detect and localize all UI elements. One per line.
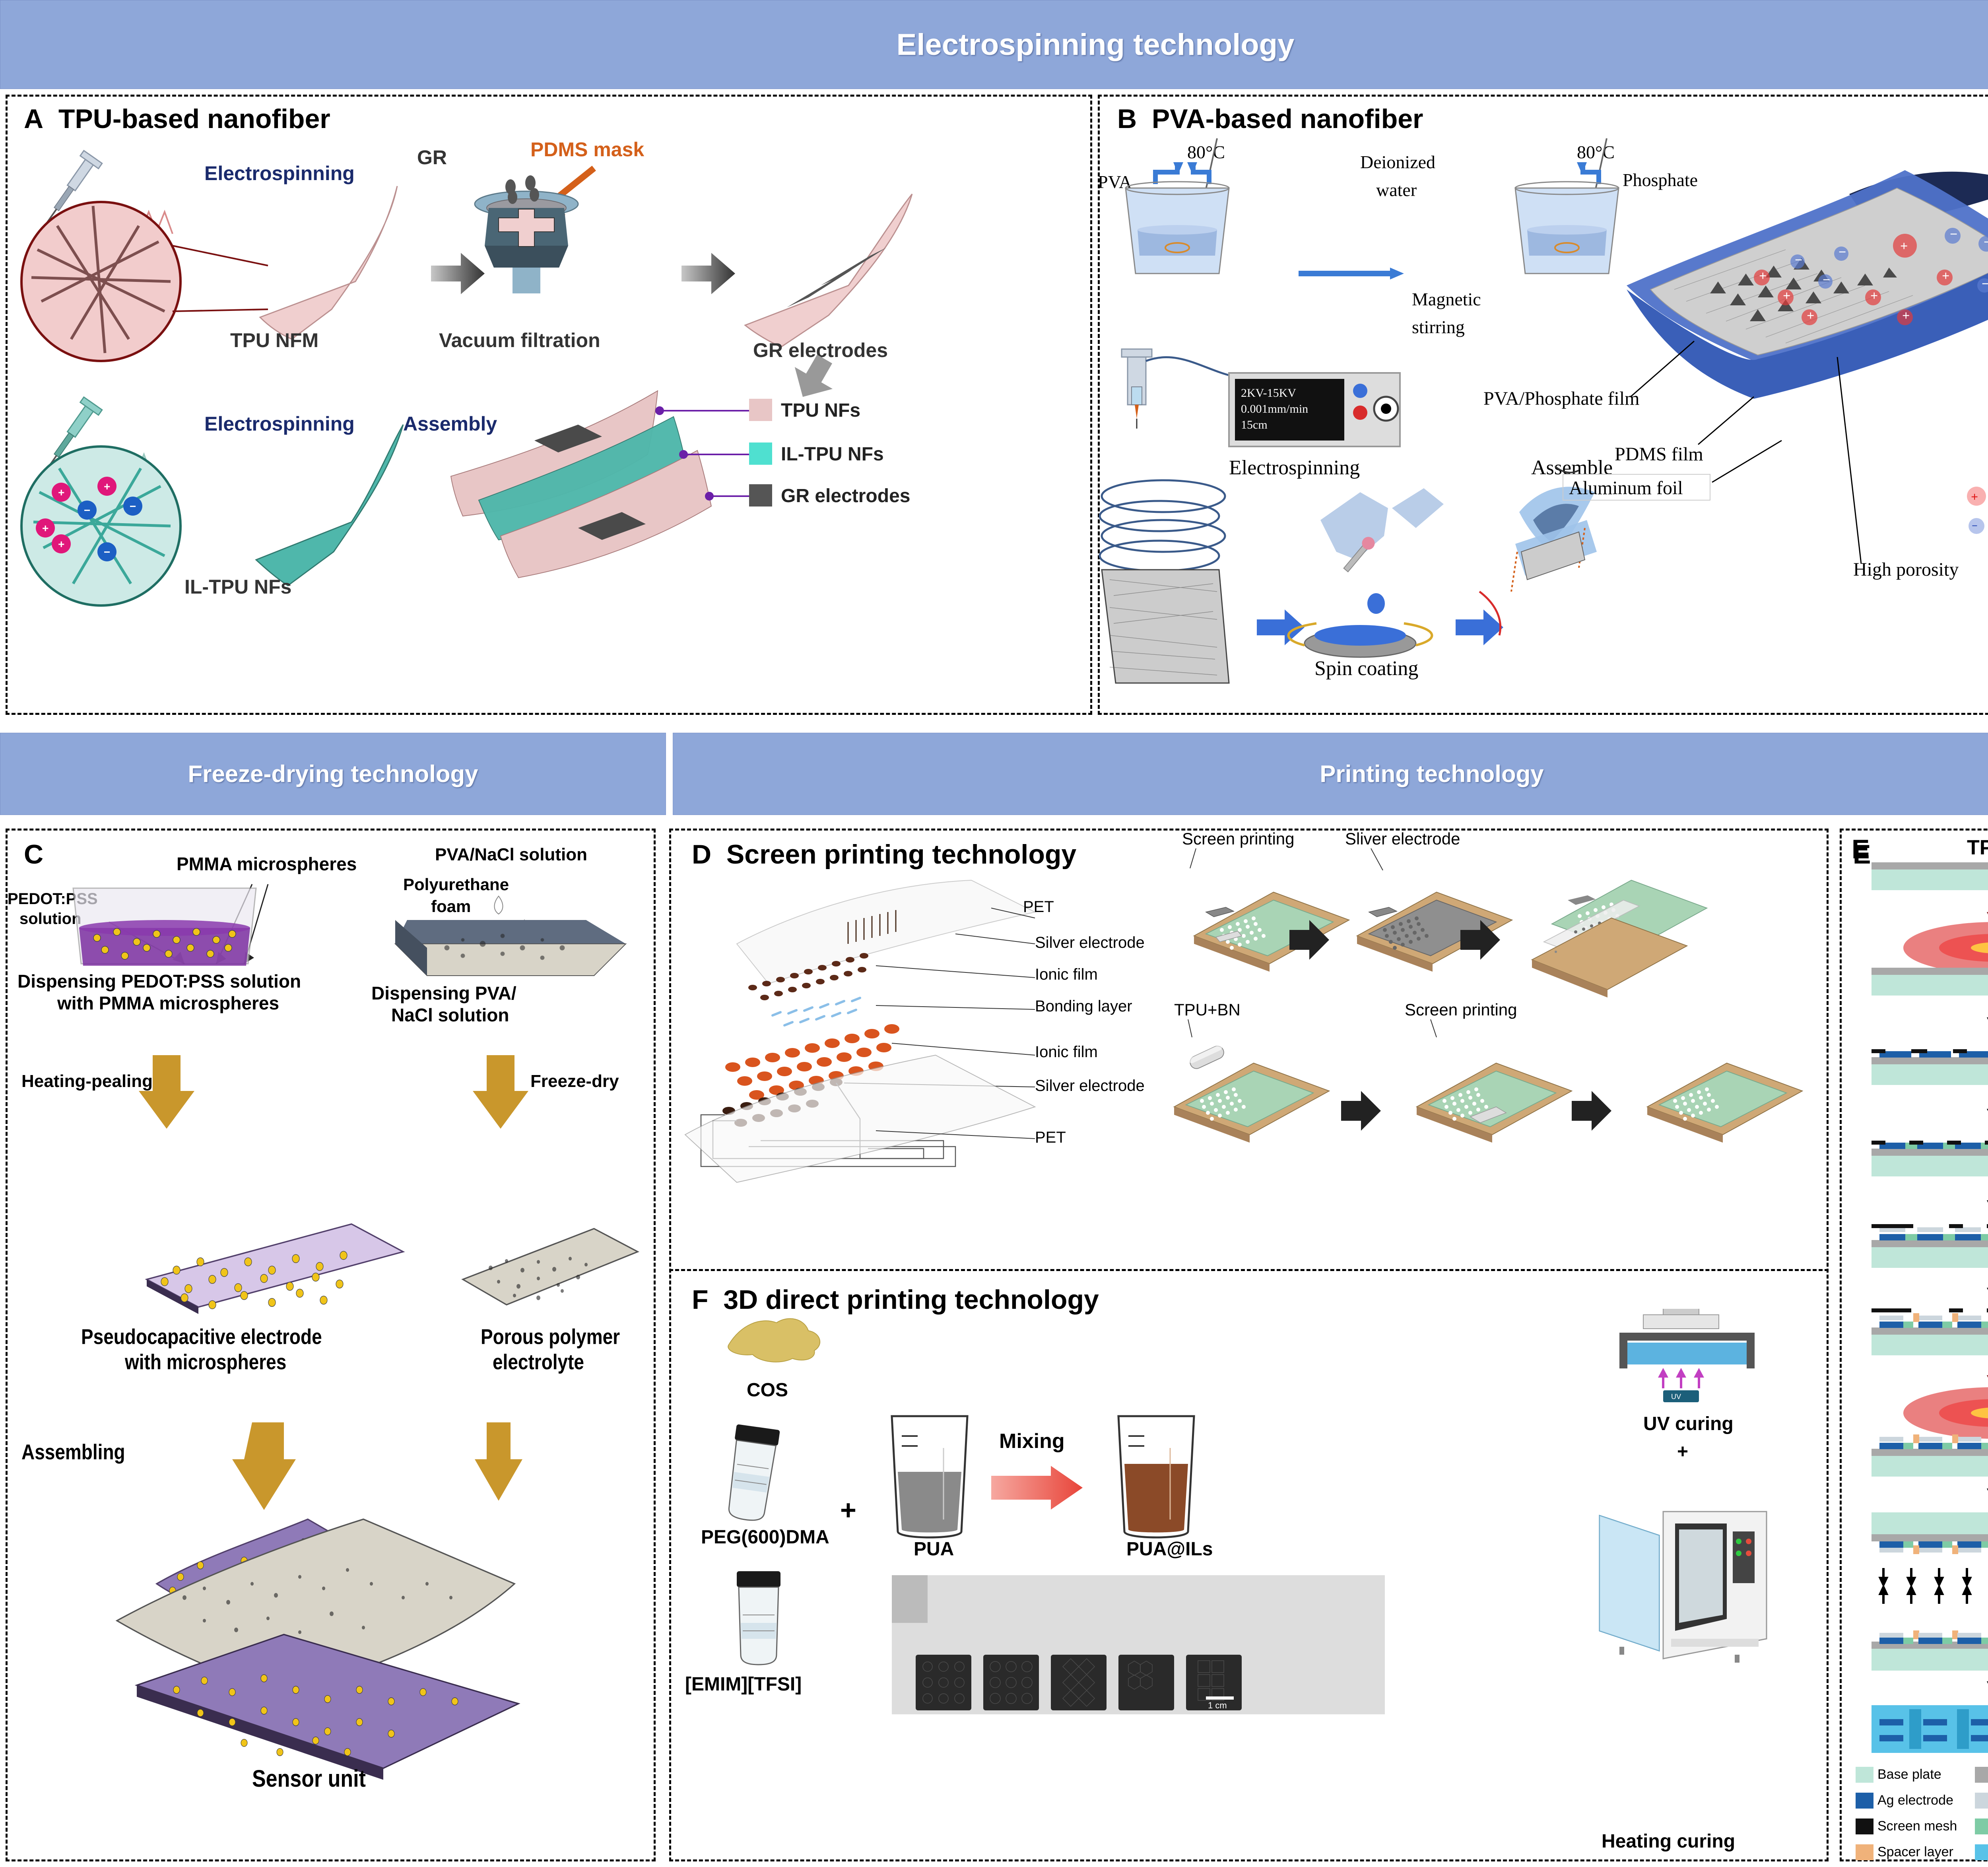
svg-text:PVA/Phosphate film: PVA/Phosphate film [1483, 388, 1639, 409]
svg-text:+: + [1783, 289, 1790, 303]
svg-text:Screen printing: Screen printing [1405, 1000, 1517, 1019]
svg-text:0.001mm/min: 0.001mm/min [1241, 402, 1308, 415]
svg-text:Screen printing: Screen printing [1182, 829, 1295, 848]
svg-text:80°C: 80°C [1187, 142, 1225, 162]
svg-text:PUA: PUA [914, 1539, 954, 1560]
svg-text:+: + [1759, 269, 1767, 283]
svg-text:Heating curing: Heating curing [1602, 1831, 1735, 1852]
svg-text:Electrospinning: Electrospinning [1229, 456, 1360, 479]
svg-text:GR: GR [417, 146, 447, 169]
svg-text:Ionic film: Ionic film [1035, 966, 1098, 983]
svg-text:−: − [1839, 245, 1846, 260]
svg-text:Electrospinning: Electrospinning [204, 413, 355, 435]
svg-text:E: E [1852, 834, 1870, 864]
svg-text:PEG(600)DMA: PEG(600)DMA [701, 1527, 829, 1548]
svg-text:Sensor unit: Sensor unit [252, 1765, 366, 1791]
svg-text:UV curing: UV curing [1643, 1413, 1734, 1434]
svg-text:Silver electrode: Silver electrode [1035, 1077, 1145, 1095]
svg-text:Ag electrode: Ag electrode [1877, 1793, 1953, 1808]
svg-text:solution: solution [19, 910, 82, 928]
svg-text:with microspheres: with microspheres [124, 1350, 286, 1374]
svg-text:Ionic film: Ionic film [1035, 1043, 1098, 1061]
svg-text:+: + [58, 486, 64, 499]
svg-text:Screen mesh: Screen mesh [1877, 1818, 1957, 1834]
svg-text:PDMS mask: PDMS mask [530, 138, 644, 161]
svg-text:Phosphate: Phosphate [1623, 170, 1698, 190]
svg-text:+: + [1902, 309, 1910, 323]
svg-text:COS: COS [747, 1380, 788, 1401]
svg-text:PET: PET [1035, 1129, 1066, 1146]
svg-text:+: + [1942, 269, 1949, 283]
svg-text:Dispensing PEDOT:PSS solution: Dispensing PEDOT:PSS solution [17, 971, 301, 992]
svg-text:Assembling: Assembling [21, 1440, 125, 1464]
svg-text:TPU NFM: TPU NFM [230, 329, 318, 351]
svg-text:TPU+BN: TPU+BN [1174, 1000, 1241, 1019]
svg-text:Mixing: Mixing [999, 1430, 1065, 1453]
svg-text:UV: UV [1671, 1393, 1681, 1401]
svg-text:electrolyte: electrolyte [493, 1350, 584, 1374]
svg-text:[EMIM][TFSI]: [EMIM][TFSI] [685, 1674, 802, 1695]
svg-text:Assemble: Assemble [1531, 456, 1613, 479]
svg-text:−: − [130, 500, 136, 512]
svg-text:PDMS film: PDMS film [1615, 444, 1703, 465]
svg-text:+: + [1677, 1441, 1688, 1462]
svg-text:−: − [104, 546, 110, 558]
svg-text:TPU NFs: TPU NFs [781, 400, 860, 421]
svg-text:PMMA microspheres: PMMA microspheres [177, 854, 357, 874]
svg-text:+: + [58, 538, 64, 550]
svg-text:+: + [42, 522, 49, 534]
svg-text:−: − [1982, 277, 1988, 291]
svg-text:PVA/NaCl solution: PVA/NaCl solution [435, 845, 587, 864]
svg-text:Silver electrode: Silver electrode [1035, 934, 1145, 951]
svg-text:Spin coating: Spin coating [1314, 657, 1418, 680]
svg-text:Dispensing PVA/: Dispensing PVA/ [371, 983, 516, 1003]
svg-text:High porosity: High porosity [1853, 559, 1959, 580]
svg-text:+: + [1870, 289, 1878, 303]
svg-text:+: + [1971, 489, 1978, 504]
svg-text:stirring: stirring [1412, 317, 1465, 337]
svg-text:+: + [1807, 309, 1814, 323]
svg-text:Freeze-dry: Freeze-dry [530, 1071, 619, 1091]
svg-text:with PMMA microspheres: with PMMA microspheres [57, 993, 279, 1013]
svg-text:+: + [840, 1494, 856, 1525]
svg-text:TPU: TPU [1967, 836, 1988, 859]
svg-text:PUA@ILs: PUA@ILs [1126, 1539, 1213, 1560]
svg-text:PET: PET [1023, 898, 1054, 916]
svg-text:Polyurethane: Polyurethane [403, 875, 509, 894]
svg-text:−: − [1972, 520, 1978, 532]
svg-text:Base plate: Base plate [1877, 1767, 1941, 1782]
svg-text:Sliver electrode: Sliver electrode [1345, 829, 1460, 848]
svg-text:water: water [1376, 180, 1417, 200]
svg-text:−: − [1950, 227, 1957, 242]
svg-text:Aluminum foil: Aluminum foil [1569, 477, 1683, 499]
svg-text:Electrospinning: Electrospinning [204, 162, 355, 184]
svg-text:2KV-15KV: 2KV-15KV [1241, 386, 1296, 400]
svg-text:Porous polymer: Porous polymer [481, 1325, 620, 1349]
svg-text:−: − [1984, 235, 1988, 250]
svg-text:15cm: 15cm [1241, 418, 1268, 431]
svg-text:−: − [84, 504, 90, 516]
svg-text:GR electrodes: GR electrodes [781, 485, 910, 507]
svg-text:+: + [104, 480, 110, 493]
svg-text:−: − [1795, 253, 1802, 268]
svg-text:Assembly: Assembly [403, 413, 497, 435]
svg-text:Bonding layer: Bonding layer [1035, 998, 1132, 1015]
svg-text:IL-TPU NFs: IL-TPU NFs [781, 444, 884, 465]
svg-text:80°C: 80°C [1577, 142, 1615, 162]
svg-text:Magnetic: Magnetic [1412, 289, 1481, 309]
svg-text:NaCl solution: NaCl solution [391, 1005, 509, 1025]
svg-text:Vacuum filtration: Vacuum filtration [439, 329, 600, 351]
svg-text:Spacer layer: Spacer layer [1877, 1844, 1953, 1859]
svg-text:Pseudocapacitive electrode: Pseudocapacitive electrode [81, 1325, 322, 1349]
svg-text:+: + [1900, 239, 1908, 254]
svg-text:Heating-pealing: Heating-pealing [21, 1071, 153, 1091]
svg-text:foam: foam [431, 897, 471, 916]
svg-text:Deionized: Deionized [1360, 152, 1435, 172]
svg-text:1 cm: 1 cm [1208, 1700, 1227, 1710]
svg-text:−: − [1823, 273, 1830, 287]
svg-text:IL-TPU NFs: IL-TPU NFs [184, 576, 291, 598]
